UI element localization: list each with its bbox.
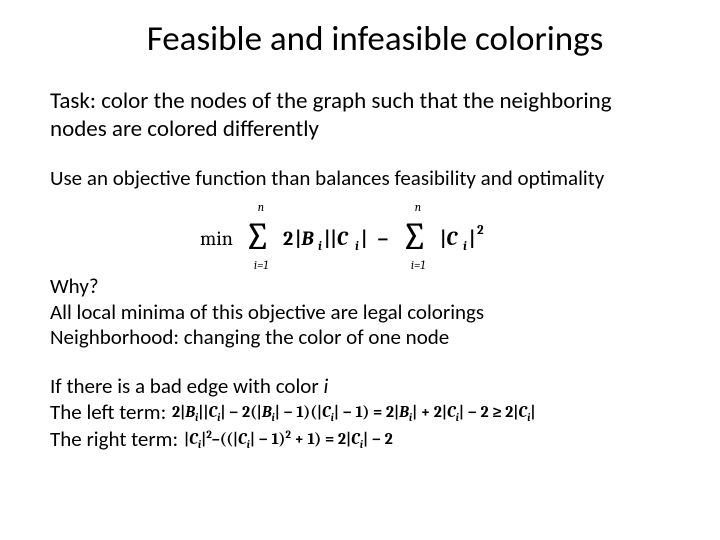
bad-edge-pre: If there is a bad edge with color (50, 373, 323, 399)
slide-title: Feasible and infeasible colorings (80, 18, 670, 60)
sum1-upper: n (258, 200, 264, 214)
term2-sub: i (463, 239, 467, 254)
task-text: Task: color the nodes of the graph such … (50, 88, 670, 143)
term2-exp: 2 (477, 223, 484, 238)
left-term-math: 2|Bi||Ci| − 2(|Bi| − 1)(|Ci| − 1) = 2|Bi… (172, 400, 642, 424)
sum1-lower: i=1 (254, 258, 269, 272)
right-term-row: The right term: |Ci|2–((|Ci| − 1)2 + 1) … (50, 426, 670, 452)
bad-edge-block: If there is a bad edge with color i The … (50, 373, 670, 452)
bad-edge-line1: If there is a bad edge with color i (50, 373, 670, 399)
minus-sign: − (377, 227, 389, 250)
sum2-lower: i=1 (411, 258, 426, 272)
left-term-expr: 2|Bi||Ci| − 2(|Bi| − 1)(|Ci| − 1) = 2|Bi… (172, 403, 535, 424)
term1-sub-c: i (355, 239, 359, 254)
bad-edge-var: i (323, 373, 328, 399)
left-term-label: The left term: (50, 399, 166, 425)
min-label: min (200, 227, 233, 250)
why-line1: Why? (50, 274, 670, 300)
term1-end: | (361, 227, 367, 250)
formula-svg: min n ∑ i=1 2 |B i ||C i | − n ∑ i=1 |C … (180, 199, 540, 273)
slide-container: Feasible and infeasible colorings Task: … (0, 0, 720, 540)
sigma2-icon: ∑ (401, 215, 428, 259)
left-term-row: The left term: 2|Bi||Ci| − 2(|Bi| − 1)(|… (50, 399, 670, 425)
term1-coef: 2 (283, 227, 293, 250)
why-line3: Neighborhood: changing the color of one … (50, 325, 670, 351)
sum2-upper: n (415, 200, 421, 214)
right-term-label: The right term: (50, 426, 178, 452)
term2-end: | (469, 227, 475, 250)
term1-c: ||C (324, 227, 349, 250)
why-line2: All local minima of this objective are l… (50, 300, 670, 326)
term1-b: |B (295, 227, 314, 250)
term1-sub-b: i (318, 239, 322, 254)
why-block: Why? All local minima of this objective … (50, 274, 670, 351)
right-term-math: |Ci|2–((|Ci| − 1)2 + 1) = 2|Ci| − 2 (184, 427, 504, 451)
sigma1-icon: ∑ (244, 215, 271, 259)
objective-intro: Use an objective function than balances … (50, 165, 670, 191)
term2-c: |C (440, 227, 458, 250)
right-term-expr: |Ci|2–((|Ci| − 1)2 + 1) = 2|Ci| − 2 (184, 428, 393, 451)
objective-formula: min n ∑ i=1 2 |B i ||C i | − n ∑ i=1 |C … (50, 199, 670, 278)
